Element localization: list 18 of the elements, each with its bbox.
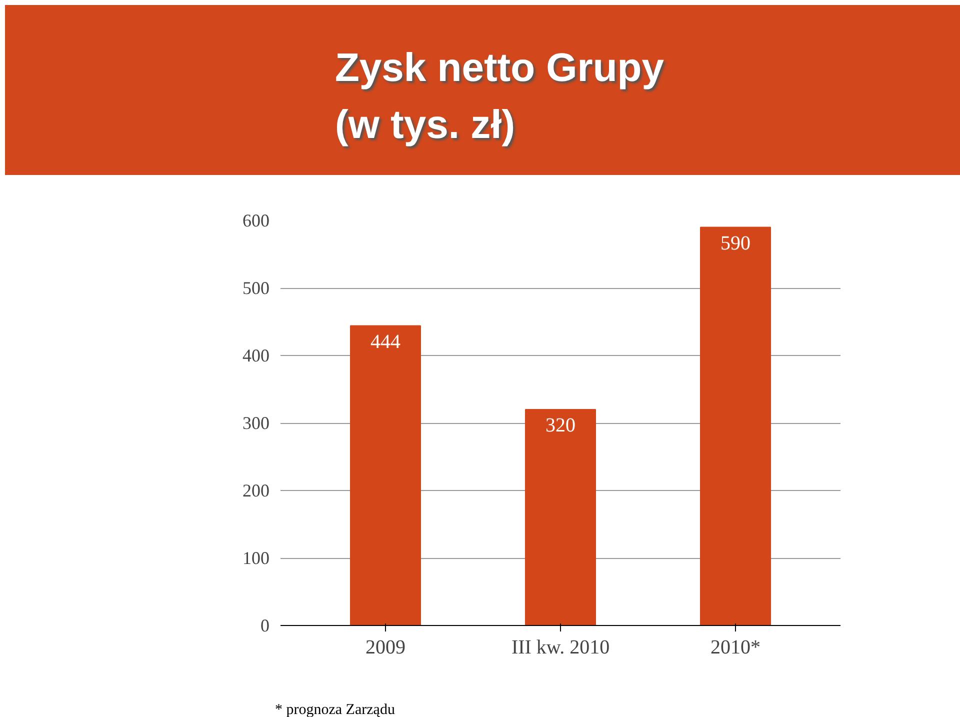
y-tick-label: 0 — [260, 616, 270, 636]
data-label: 444 — [370, 330, 400, 353]
y-tick-label: 100 — [242, 548, 270, 568]
bar — [700, 226, 771, 626]
chart-title: Zysk netto Grupy (w tys. zł) — [335, 45, 664, 150]
x-tick-label: III kw. 2010 — [511, 636, 610, 658]
y-tick-label: 200 — [242, 480, 270, 500]
text: * prognoza Zarządu — [275, 701, 395, 717]
bar — [525, 409, 596, 626]
y-tick-label: 500 — [242, 278, 270, 298]
bar — [350, 325, 421, 626]
y-tick-label: 600 — [242, 210, 270, 230]
y-tick-label: 400 — [242, 346, 270, 366]
x-tick-label: 2010* — [710, 636, 760, 658]
x-tick-label: 2009 — [366, 636, 406, 658]
data-label: 590 — [720, 232, 750, 254]
data-label: 320 — [546, 414, 576, 436]
y-tick-label: 300 — [242, 413, 270, 433]
